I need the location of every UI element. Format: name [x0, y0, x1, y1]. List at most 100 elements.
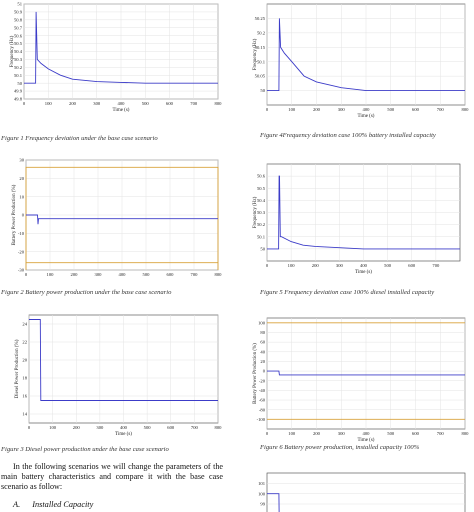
y-tick-label: 50.9: [14, 10, 23, 15]
x-tick-label: 500: [387, 107, 395, 112]
x-axis-label: Time (s): [355, 270, 372, 275]
caption-figure-2: Figure 2 Battery power production under …: [1, 289, 172, 296]
y-tick-label: 50.3: [14, 57, 23, 62]
y-tick-label: -30: [18, 268, 25, 273]
x-tick-label: 300: [338, 107, 346, 112]
x-tick-label: 500: [143, 272, 151, 277]
x-tick-label: 700: [190, 101, 198, 106]
x-tick-label: 700: [191, 272, 199, 277]
x-tick-label: 400: [363, 107, 371, 112]
series-line: [267, 18, 465, 92]
y-tick-label: 101: [258, 481, 266, 486]
x-tick-label: 0: [25, 272, 28, 277]
y-tick-label: 50.6: [14, 33, 23, 38]
chart-battery-power-base-case: 0 100 200 300 400 500 600 700 800 -30 -20 -10 0 10 20 3…: [12, 158, 222, 277]
y-tick-label: 0: [263, 369, 266, 374]
series-line: [26, 214, 218, 225]
y-tick-label: 50.8: [14, 17, 23, 22]
y-tick-label: 100: [258, 320, 266, 325]
y-tick-label: -80: [259, 407, 266, 412]
x-tick-label: 0: [28, 425, 31, 430]
plot-area: [266, 472, 466, 512]
caption-figure-1: Figure 1 Frequency deviation under the b…: [1, 135, 158, 142]
series-line: [24, 11, 218, 84]
x-tick-label: 200: [73, 425, 81, 430]
y-tick-label: 50.25: [255, 16, 266, 21]
chart-frequency-deviation-100pct-battery: 0 100 200 300 400 500 600 700 800 50 50.05 50.1 50.1…: [253, 3, 469, 119]
y-tick-label: -10: [18, 231, 25, 236]
x-tick-label: 100: [47, 272, 55, 277]
y-tick-label: 50.2: [257, 30, 266, 35]
y-tick-label: -100: [257, 417, 266, 422]
y-axis-label: Diesel Power Production (%): [15, 339, 20, 398]
x-tick-label: 400: [118, 101, 126, 106]
y-tick-label: 50.05: [255, 74, 266, 79]
y-tick-label: 50.2: [14, 65, 23, 70]
y-tick-label: 50.4: [14, 49, 23, 54]
y-tick-label: 49.9: [14, 89, 23, 94]
body-paragraph: In the following scenarios we will chang…: [1, 462, 223, 491]
y-tick-label: 20: [260, 359, 265, 364]
series-line: [29, 319, 218, 401]
y-axis-label: Battery Power Production (%): [12, 184, 17, 245]
y-tick-label: 50.2: [257, 222, 266, 227]
caption-figure-5: Figure 5 Frequency deviation case 100% d…: [260, 289, 435, 296]
y-tick-label: 50.5: [257, 186, 266, 191]
y-tick-label: 49.8: [14, 97, 23, 102]
x-tick-label: 200: [313, 107, 321, 112]
chart-frequency-deviation-100pct-diesel: 0 100 200 300 400 500 600 700 50 50.1 50.2 50.3 50.4…: [253, 163, 461, 275]
section-title: Installed Capacity: [32, 500, 94, 509]
x-tick-label: 300: [93, 101, 101, 106]
y-tick-label: 50.1: [257, 234, 266, 239]
caption-figure-4: Figure 4Frequency deviation case 100% ba…: [260, 132, 436, 139]
y-tick-label: 16: [22, 394, 27, 399]
y-tick-label: 50: [260, 246, 265, 251]
y-tick-label: 51: [17, 2, 22, 7]
y-tick-label: 50.15: [255, 45, 266, 50]
x-tick-label: 400: [120, 425, 128, 430]
y-tick-label: 50.3: [257, 210, 266, 215]
x-tick-label: 400: [360, 263, 368, 268]
y-tick-label: 100: [258, 491, 266, 496]
y-tick-label: 50.1: [14, 73, 23, 78]
y-axis-label: Battery Power Production (%): [253, 343, 258, 404]
x-tick-label: 600: [166, 101, 174, 106]
x-tick-label: 400: [363, 431, 371, 436]
y-axis-label: Frequency (Hz): [253, 38, 258, 70]
y-tick-label: -20: [18, 249, 25, 254]
series-line: [267, 370, 465, 376]
y-tick-label: -60: [259, 398, 266, 403]
y-tick-label: -20: [259, 378, 266, 383]
y-tick-label: 40: [260, 349, 265, 354]
y-tick-label: 30: [19, 158, 24, 163]
y-tick-label: 80: [260, 330, 265, 335]
x-tick-label: 800: [215, 425, 223, 430]
y-tick-label: 20: [22, 358, 27, 363]
x-axis-label: Time (s): [358, 114, 375, 119]
x-tick-label: 700: [437, 107, 445, 112]
y-tick-label: 0: [22, 213, 25, 218]
x-tick-label: 0: [23, 101, 26, 106]
x-tick-label: 600: [412, 431, 420, 436]
x-tick-label: 0: [266, 431, 269, 436]
chart-battery-power-100pct: 0 100 200 300 400 500 600 700 800-100-80-60-40-2…: [253, 317, 470, 443]
x-tick-label: 200: [313, 431, 321, 436]
x-tick-label: 200: [312, 263, 320, 268]
x-tick-label: 100: [45, 101, 53, 106]
x-axis-label: Time (s): [358, 438, 375, 443]
x-tick-label: 200: [71, 272, 79, 277]
x-tick-label: 800: [462, 431, 470, 436]
x-tick-label: 100: [288, 263, 296, 268]
x-tick-label: 700: [432, 263, 440, 268]
y-axis-label: Frequency (Hz): [253, 196, 258, 228]
x-tick-label: 500: [384, 263, 392, 268]
x-tick-label: 100: [288, 431, 296, 436]
section-number: A.: [13, 500, 21, 509]
x-tick-label: 300: [336, 263, 344, 268]
x-tick-label: 300: [338, 431, 346, 436]
x-tick-label: 500: [142, 101, 150, 106]
y-tick-label: 22: [22, 340, 27, 345]
x-tick-label: 0: [266, 107, 269, 112]
caption-figure-3: Figure 3 Diesel power production under t…: [1, 446, 169, 453]
x-tick-label: 800: [215, 101, 223, 106]
